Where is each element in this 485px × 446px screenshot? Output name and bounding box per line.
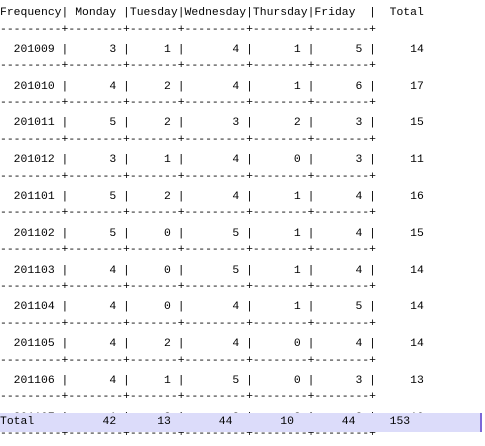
- total-row[interactable]: Total 42 13 44 10 44 153: [0, 413, 480, 432]
- table-header: Frequency| Monday |Tuesday|Wednesday|Thu…: [0, 7, 424, 19]
- table-row: 201011 | 5 | 2 | 3 | 2 | 3 | 15: [0, 117, 424, 130]
- separator: ---------+--------+-------+---------+---…: [0, 244, 376, 257]
- table-row: 201010 | 4 | 2 | 4 | 1 | 6 | 17: [0, 80, 424, 93]
- table-row: 201106 | 4 | 1 | 5 | 0 | 3 | 13: [0, 374, 424, 387]
- table-row: 201103 | 4 | 0 | 5 | 1 | 4 | 14: [0, 264, 424, 277]
- separator: ---------+--------+-------+---------+---…: [0, 354, 376, 367]
- table-row: 201104 | 4 | 0 | 4 | 1 | 5 | 14: [0, 301, 424, 314]
- separator: ---------+--------+-------+---------+---…: [0, 23, 376, 36]
- separator: ---------+--------+-------+---------+---…: [0, 281, 376, 294]
- separator: ---------+--------+-------+---------+---…: [0, 391, 376, 404]
- report-viewer: { "table": { "header": { "text": "Freque…: [0, 7, 482, 441]
- table-row: 201009 | 3 | 1 | 4 | 1 | 5 | 14: [0, 43, 424, 56]
- separator: ---------+--------+-------+---------+---…: [0, 97, 376, 110]
- table-row: 201102 | 5 | 0 | 5 | 1 | 4 | 15: [0, 227, 424, 240]
- table-row: 201101 | 5 | 2 | 4 | 1 | 4 | 16: [0, 190, 424, 203]
- separator: ---------+--------+-------+---------+---…: [0, 133, 376, 146]
- separator: ---------+--------+-------+---------+---…: [0, 60, 376, 73]
- separator: ---------+--------+-------+---------+---…: [0, 317, 376, 330]
- frequency-table: Frequency| Monday |Tuesday|Wednesday|Thu…: [0, 4, 485, 446]
- separator: ---------+--------+-------+---------+---…: [0, 207, 376, 220]
- table-row: 201105 | 4 | 2 | 4 | 0 | 4 | 14: [0, 338, 424, 351]
- table-row: 201012 | 3 | 1 | 4 | 0 | 3 | 11: [0, 154, 424, 167]
- text-cursor: [480, 413, 482, 432]
- separator: ---------+--------+-------+---------+---…: [0, 170, 376, 183]
